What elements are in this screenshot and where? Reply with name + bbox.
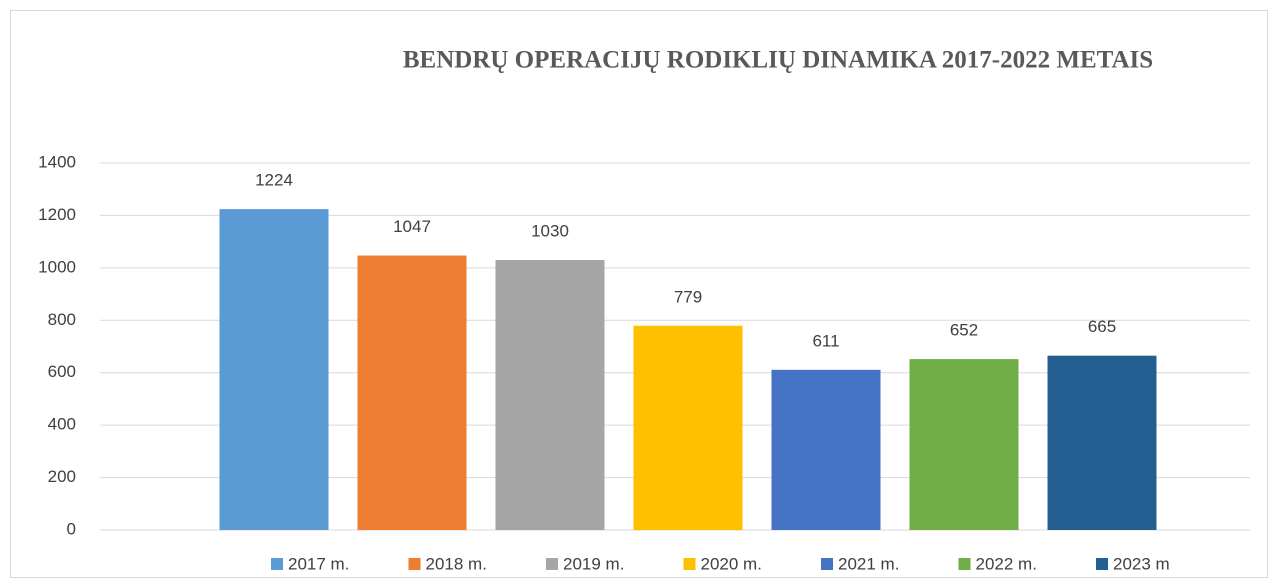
legend-label: 2020 m. (701, 554, 762, 573)
legend-swatch (1096, 558, 1108, 570)
legend-swatch (821, 558, 833, 570)
legend-swatch (271, 558, 283, 570)
y-tick-label: 0 (67, 519, 76, 538)
bar (219, 209, 329, 530)
legend-label: 2022 m. (976, 554, 1037, 573)
bar (909, 359, 1019, 530)
data-label: 652 (950, 321, 978, 340)
bar (771, 369, 881, 530)
legend-label: 2019 m. (563, 554, 624, 573)
bar (357, 255, 467, 530)
legend-swatch (408, 558, 421, 570)
legend-label: 2017 m. (288, 554, 349, 573)
y-tick-label: 600 (48, 362, 76, 381)
y-tick-label: 1000 (38, 257, 76, 276)
legend-swatch (546, 558, 558, 570)
y-tick-label: 1400 (38, 152, 76, 171)
data-label: 1224 (255, 171, 293, 190)
y-tick-label: 800 (48, 310, 76, 329)
legend-label: 2018 m. (426, 554, 487, 573)
y-tick-label: 1200 (38, 205, 76, 224)
data-label: 1030 (531, 221, 569, 240)
data-label: 779 (674, 287, 702, 306)
legend-swatch (683, 558, 696, 570)
legend-label: 2023 m (1113, 554, 1170, 573)
bar (633, 325, 743, 530)
y-tick-label: 400 (48, 415, 76, 434)
data-label: 611 (812, 331, 839, 350)
legend-label: 2021 m. (838, 554, 899, 573)
bar (1047, 355, 1157, 530)
legend-swatch (958, 558, 971, 570)
data-label: 665 (1088, 317, 1116, 336)
data-label: 1047 (393, 217, 431, 236)
chart-title: BENDRŲ OPERACIJŲ RODIKLIŲ DINAMIKA 2017-… (403, 47, 1153, 74)
y-tick-label: 200 (48, 467, 76, 486)
bar (495, 259, 605, 530)
